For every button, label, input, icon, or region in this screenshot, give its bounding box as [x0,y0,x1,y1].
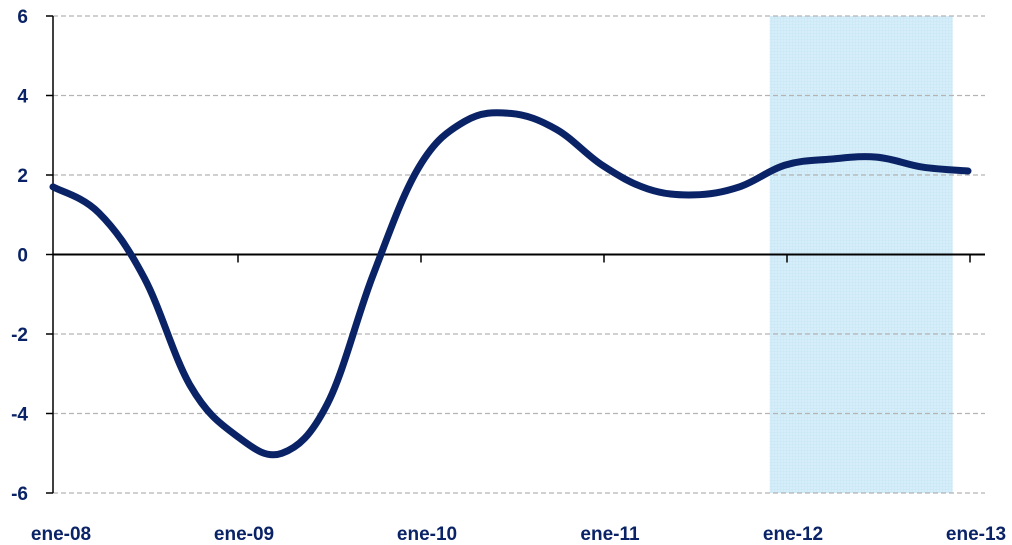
x-tick-label: ene-11 [580,524,640,545]
y-tick-label: -6 [11,484,28,505]
y-tick-label: 0 [17,246,28,267]
y-tick-label: 4 [17,87,28,108]
x-tick-labels: ene-08 ene-09 ene-10 ene-11 ene-12 ene-13 [31,524,1006,545]
y-tick-label: -4 [11,405,28,426]
x-tick-label: ene-12 [763,524,823,545]
y-tick-label: 6 [17,7,28,28]
y-tick-labels: 6 4 2 0 -2 -4 -6 [11,7,28,505]
x-tick-label: ene-13 [946,524,1006,545]
y-tick-label: -2 [11,325,28,346]
axes [46,15,985,494]
series-line [49,109,972,459]
series-layer [49,109,972,459]
x-tick-label: ene-09 [214,524,274,545]
x-tick-label: ene-08 [31,524,91,545]
x-tick-label: ene-10 [397,524,457,545]
gridlines [53,15,985,494]
y-tick-label: 2 [17,166,28,187]
